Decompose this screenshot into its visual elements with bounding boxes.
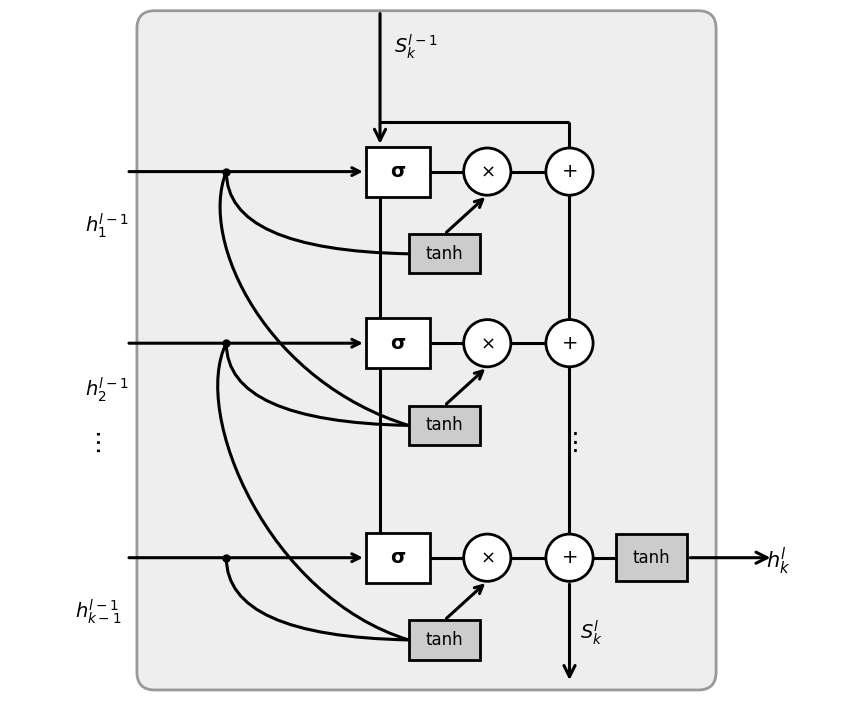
- Text: tanh: tanh: [425, 245, 463, 263]
- FancyBboxPatch shape: [366, 318, 429, 368]
- Text: $S_k^l$: $S_k^l$: [579, 618, 602, 647]
- FancyBboxPatch shape: [408, 235, 480, 274]
- Text: $\mathbf{\sigma}$: $\mathbf{\sigma}$: [389, 334, 406, 352]
- Circle shape: [545, 148, 592, 195]
- FancyBboxPatch shape: [366, 147, 429, 197]
- Text: $\times$: $\times$: [480, 334, 494, 352]
- Text: $\mathbf{\sigma}$: $\mathbf{\sigma}$: [389, 548, 406, 567]
- Text: $S_k^{l-1}$: $S_k^{l-1}$: [394, 32, 437, 61]
- Text: $+$: $+$: [561, 162, 577, 181]
- Circle shape: [463, 148, 510, 195]
- Circle shape: [545, 534, 592, 581]
- Text: $\cdots$: $\cdots$: [85, 431, 109, 455]
- Text: tanh: tanh: [632, 548, 670, 567]
- Text: $h_k^l$: $h_k^l$: [765, 546, 790, 577]
- FancyBboxPatch shape: [366, 533, 429, 583]
- Circle shape: [463, 320, 510, 367]
- Text: $\times$: $\times$: [480, 162, 494, 181]
- Text: $+$: $+$: [561, 334, 577, 352]
- Text: tanh: tanh: [425, 631, 463, 649]
- Text: $+$: $+$: [561, 548, 577, 567]
- Circle shape: [545, 320, 592, 367]
- Text: tanh: tanh: [425, 416, 463, 435]
- FancyBboxPatch shape: [408, 621, 480, 659]
- Circle shape: [463, 534, 510, 581]
- Text: $h_{k-1}^{l-1}$: $h_{k-1}^{l-1}$: [75, 597, 121, 626]
- Text: $\vdots$: $\vdots$: [561, 431, 577, 455]
- Text: $h_1^{l-1}$: $h_1^{l-1}$: [84, 211, 129, 240]
- FancyBboxPatch shape: [137, 11, 715, 690]
- Text: $\mathbf{\sigma}$: $\mathbf{\sigma}$: [389, 162, 406, 181]
- Text: $\times$: $\times$: [480, 548, 494, 567]
- FancyBboxPatch shape: [615, 535, 687, 581]
- FancyBboxPatch shape: [408, 406, 480, 445]
- Text: $h_2^{l-1}$: $h_2^{l-1}$: [84, 375, 129, 404]
